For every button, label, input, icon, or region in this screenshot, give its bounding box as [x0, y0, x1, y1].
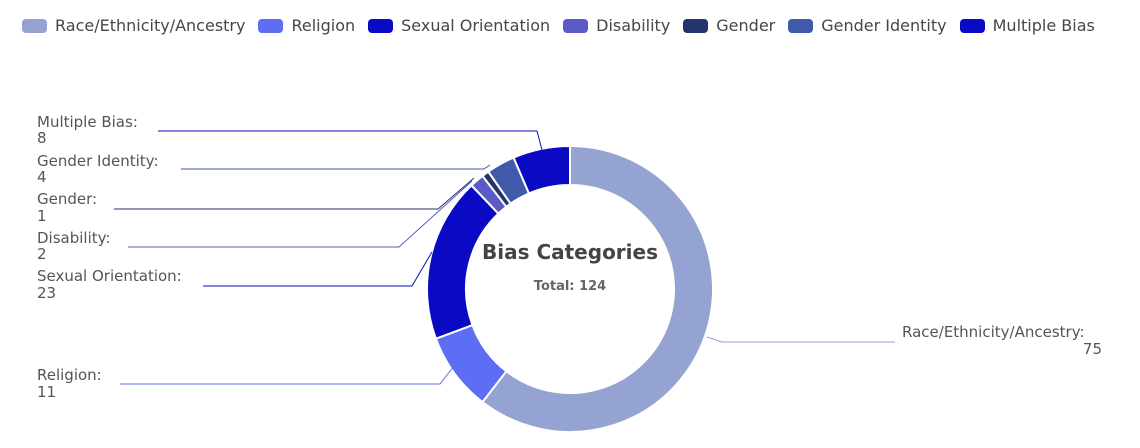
leader-line-disability [128, 180, 473, 248]
legend-swatch-icon [683, 18, 709, 33]
legend-label: Race/Ethnicity/Ancestry [55, 16, 246, 35]
label-religion-value: 11 [37, 383, 56, 401]
legend-label: Religion [291, 16, 356, 35]
legend-swatch-icon [22, 18, 47, 33]
donut-slices [426, 144, 714, 433]
label-gender-identity-value: 4 [37, 168, 47, 186]
leader-line-religion [120, 365, 455, 385]
legend-item-disability[interactable]: Disability [563, 16, 670, 35]
label-religion-name: Religion: [37, 366, 102, 384]
label-sexual-orientation-value: 23 [37, 284, 56, 302]
slice-race[interactable] [481, 144, 714, 433]
chart-center-subtitle: Total: 124 [534, 279, 606, 294]
slice-multiple-bias[interactable] [512, 144, 571, 195]
leader-line-multiple-bias [158, 130, 543, 151]
label-disability-name: Disability: [37, 229, 110, 247]
legend-item-gender-identity[interactable]: Gender Identity [788, 16, 947, 35]
legend-swatch-icon [258, 18, 284, 33]
label-race-name: Race/Ethnicity/Ancestry: [902, 323, 1085, 341]
label-disability-value: 2 [37, 245, 47, 263]
legend-label: Disability [596, 16, 671, 35]
label-gender-identity-name: Gender Identity: [37, 152, 159, 170]
legend-swatch-icon [788, 18, 814, 33]
legend-swatch-icon [563, 18, 589, 33]
legend-item-religion[interactable]: Religion [258, 16, 355, 35]
leader-line-gender-identity [181, 164, 491, 170]
label-race-value: 75 [1083, 340, 1102, 358]
legend-item-gender[interactable]: Gender [683, 16, 775, 35]
chart-center-title: Bias Categories [482, 240, 658, 264]
legend-item-multiple-bias[interactable]: Multiple Bias [959, 16, 1095, 35]
legend-label: Gender [716, 16, 776, 35]
leader-line-race [706, 336, 895, 343]
legend-label: Multiple Bias [992, 16, 1095, 35]
legend-label: Sexual Orientation [401, 16, 551, 35]
legend-swatch-icon [959, 18, 985, 33]
legend-label: Gender Identity [821, 16, 947, 35]
legend-swatch-icon [368, 18, 394, 33]
leader-line-sexual-orientation [203, 251, 433, 287]
leader-lines [114, 130, 895, 385]
label-sexual-orientation-name: Sexual Orientation: [37, 267, 182, 285]
legend-item-sexual-orientation[interactable]: Sexual Orientation [368, 16, 550, 35]
leader-line-gender [114, 177, 475, 210]
label-multiple-bias-value: 8 [37, 129, 47, 147]
legend-item-race[interactable]: Race/Ethnicity/Ancestry [22, 16, 245, 35]
label-gender-value: 1 [37, 207, 47, 225]
slice-labels: Race/Ethnicity/Ancestry: 75 Religion: 11… [37, 113, 1102, 401]
chart-legend: Race/Ethnicity/Ancestry Religion Sexual … [22, 16, 1108, 35]
label-multiple-bias-name: Multiple Bias: [37, 113, 138, 131]
label-gender-name: Gender: [37, 190, 97, 208]
